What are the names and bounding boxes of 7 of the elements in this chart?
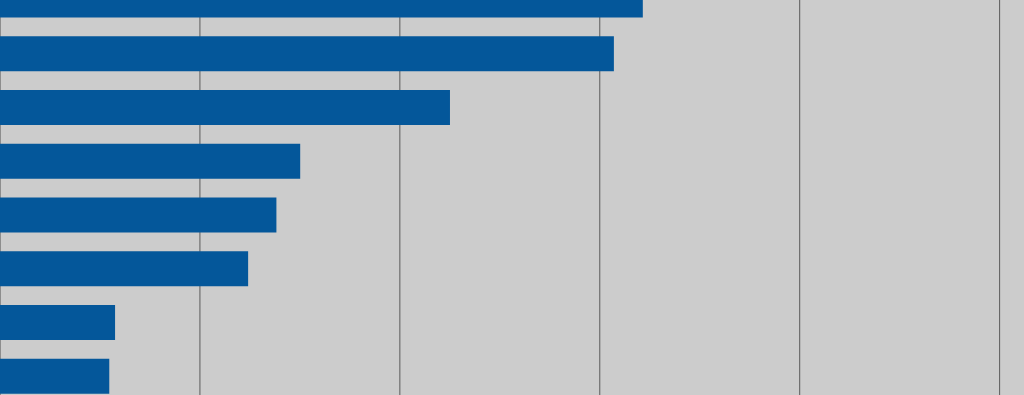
bar	[0, 143, 301, 179]
bar	[0, 36, 614, 72]
bar	[0, 90, 450, 125]
bar	[0, 197, 277, 233]
bar	[0, 251, 249, 287]
bar	[0, 358, 110, 394]
bar	[0, 304, 116, 340]
